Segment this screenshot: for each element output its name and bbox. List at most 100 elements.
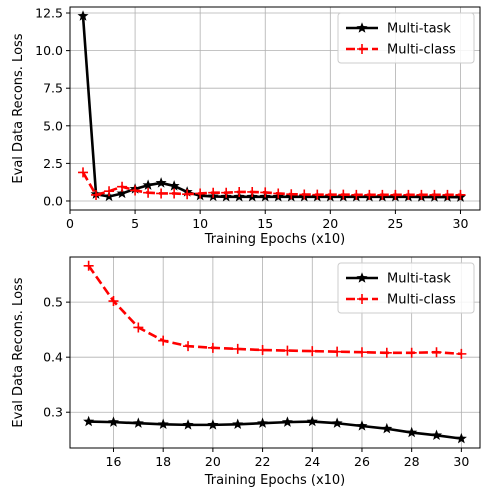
data-point xyxy=(356,420,368,431)
legend-label: Multi-class xyxy=(387,43,456,58)
data-point xyxy=(168,180,180,191)
y-tick-label: 12.5 xyxy=(35,6,63,21)
data-point xyxy=(377,189,388,200)
chart-panel-1: 0 5 10 15 20 25 30 0.0 2.5 5.0 7.5 10.0 12.5 Training… xyxy=(11,6,481,247)
x-tick-label: 20 xyxy=(205,454,221,469)
data-point xyxy=(207,419,219,430)
data-point xyxy=(78,167,89,178)
y-tick-label: 2.5 xyxy=(43,156,63,171)
data-point xyxy=(77,10,89,21)
series-multi-task xyxy=(83,415,467,444)
x-tick-label: 28 xyxy=(404,454,420,469)
data-point xyxy=(381,347,392,358)
data-point xyxy=(83,415,95,427)
x-tick-label: 5 xyxy=(131,216,139,231)
legend-marker xyxy=(357,294,367,304)
y-tick-label: 7.5 xyxy=(43,81,63,96)
data-point xyxy=(364,189,375,200)
data-point xyxy=(107,416,119,427)
x-tick-label: 20 xyxy=(322,216,338,231)
data-point xyxy=(325,189,336,200)
series-multi-class xyxy=(78,167,466,200)
data-point xyxy=(455,432,467,444)
data-point xyxy=(312,189,323,200)
data-point xyxy=(158,335,169,346)
y-tick-label: 5.0 xyxy=(43,118,63,133)
data-point xyxy=(281,416,293,427)
data-point xyxy=(132,417,144,428)
y-tick-label: 10.0 xyxy=(35,43,63,58)
data-point xyxy=(155,177,167,188)
data-point xyxy=(130,185,141,196)
data-point xyxy=(157,418,169,430)
data-point xyxy=(221,187,232,198)
data-point xyxy=(182,419,194,430)
x-tick-label: 24 xyxy=(304,454,320,469)
y-axis-label: Eval Data Recons. Loss xyxy=(11,33,26,183)
x-axis-label: Training Epochs (x10) xyxy=(204,232,346,247)
x-tick-label: 25 xyxy=(387,216,403,231)
data-point xyxy=(116,187,128,199)
data-point xyxy=(429,189,440,200)
data-point xyxy=(232,418,244,430)
data-point xyxy=(286,189,297,200)
data-point xyxy=(416,189,427,200)
legend: Multi-task Multi-class xyxy=(337,12,475,64)
legend-box xyxy=(337,262,475,314)
data-point xyxy=(406,426,418,438)
data-point xyxy=(247,186,258,197)
data-point xyxy=(142,179,154,190)
legend-box xyxy=(337,12,475,64)
x-tick-label: 18 xyxy=(155,454,171,469)
data-point xyxy=(117,181,128,192)
legend-marker xyxy=(357,44,367,54)
data-point xyxy=(143,187,154,198)
data-point xyxy=(108,296,119,307)
data-point xyxy=(257,417,269,428)
data-point xyxy=(282,345,293,356)
data-point xyxy=(169,188,180,199)
y-tick-label: 0.3 xyxy=(43,405,63,420)
x-tick-label: 30 xyxy=(453,216,469,231)
data-point xyxy=(431,347,442,358)
x-tick-label: 0 xyxy=(66,216,74,231)
legend-label: Multi-class xyxy=(387,293,456,308)
legend-marker xyxy=(356,272,368,283)
data-point xyxy=(403,189,414,200)
data-point xyxy=(234,186,245,197)
x-tick-label: 30 xyxy=(453,454,469,469)
y-axis-label: Eval Data Recons. Loss xyxy=(11,277,26,427)
series-multi-class xyxy=(83,260,467,359)
data-point xyxy=(356,347,367,358)
y-tick-label: 0.0 xyxy=(43,193,63,208)
data-point xyxy=(156,188,167,199)
data-point xyxy=(182,189,193,200)
data-point xyxy=(208,187,219,198)
legend-label: Multi-task xyxy=(387,22,451,37)
data-point xyxy=(195,188,206,199)
data-point xyxy=(133,322,144,333)
data-point xyxy=(91,189,102,200)
data-point xyxy=(351,189,362,200)
x-tick-label: 26 xyxy=(354,454,370,469)
data-point xyxy=(332,346,343,357)
chart-panel-2: 16 18 20 22 24 26 28 30 0.3 0.4 0.5 Training Epochs… xyxy=(11,256,481,488)
series-line xyxy=(88,420,462,440)
y-tick-label: 0.4 xyxy=(43,350,63,365)
legend: Multi-task Multi-class xyxy=(337,262,475,314)
legend-marker xyxy=(356,22,368,33)
series-line xyxy=(87,265,462,356)
data-point xyxy=(338,189,349,200)
data-point xyxy=(306,415,318,427)
data-point xyxy=(83,260,94,271)
data-point xyxy=(455,189,466,200)
plot-frame xyxy=(69,256,481,449)
data-point xyxy=(183,341,194,352)
data-point xyxy=(273,188,284,199)
x-tick-label: 10 xyxy=(192,216,208,231)
data-point xyxy=(232,343,243,354)
data-point xyxy=(307,346,318,357)
x-tick-label: 15 xyxy=(257,216,273,231)
series-line xyxy=(81,171,461,197)
